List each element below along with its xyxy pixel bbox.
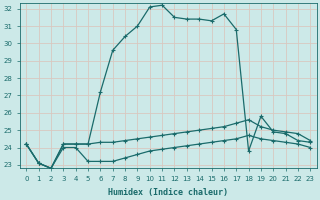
X-axis label: Humidex (Indice chaleur): Humidex (Indice chaleur) — [108, 188, 228, 197]
